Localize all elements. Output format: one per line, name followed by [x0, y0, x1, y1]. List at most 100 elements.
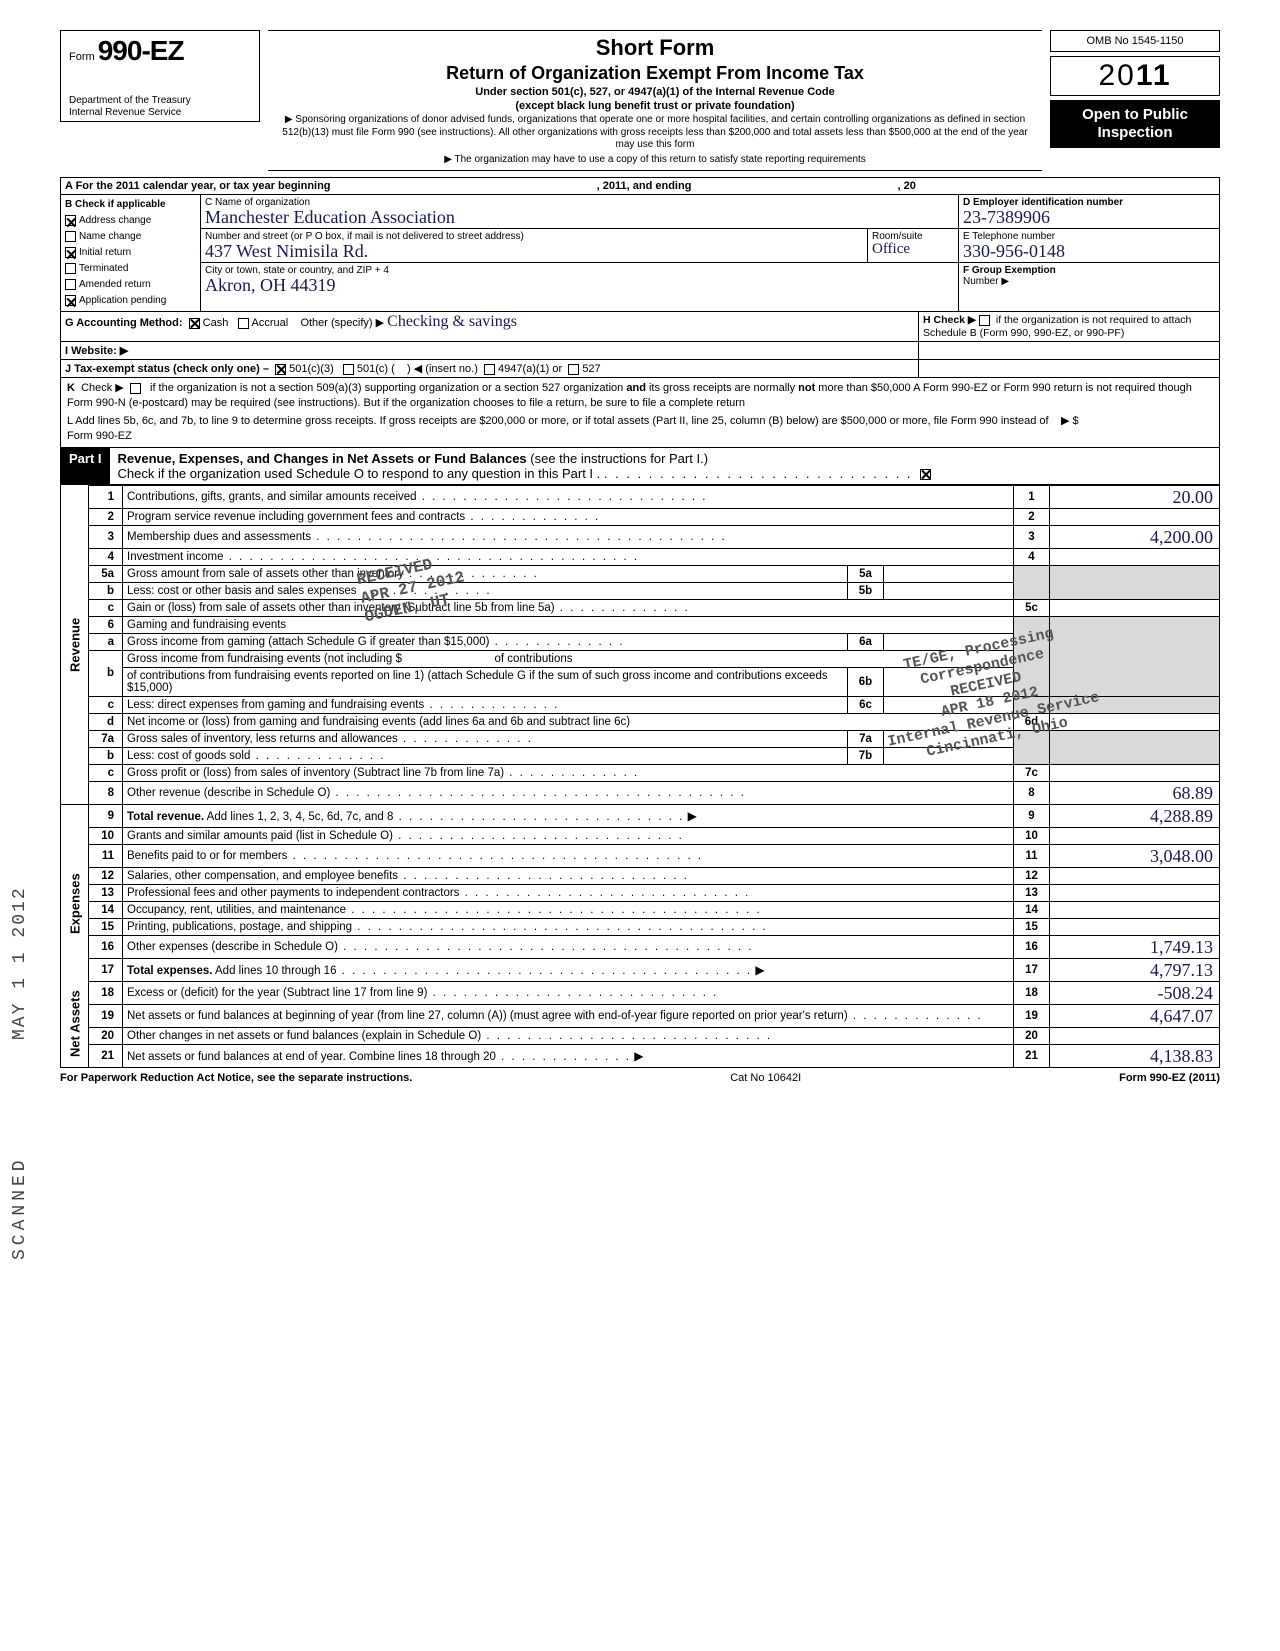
line-21-desc: Net assets or fund balances at end of ye… [127, 1051, 496, 1063]
footer-mid: Cat No 10642I [730, 1072, 801, 1084]
line-18-desc: Excess or (deficit) for the year (Subtra… [127, 987, 427, 999]
line-6b2-desc: of contributions from fundraising events… [127, 670, 828, 694]
stamp-scanned: SCANNED [10, 1156, 30, 1260]
side-expenses: Expenses [61, 827, 89, 981]
j-527-label: 527 [582, 363, 600, 375]
footer-right: Form 990-EZ (2011) [1119, 1072, 1220, 1084]
phone-value: 330-956-0148 [963, 242, 1215, 260]
check-4947[interactable] [484, 364, 495, 375]
part-1-label: Part I [61, 448, 110, 484]
j-4947-label: 4947(a)(1) or [498, 363, 562, 375]
line-5b-desc: Less: cost or other basis and sales expe… [127, 585, 357, 597]
open-line-1: Open to Public [1054, 106, 1216, 124]
footer-left: For Paperwork Reduction Act Notice, see … [60, 1072, 412, 1084]
l-arrow: ▶ $ [1053, 414, 1213, 444]
tax-year: 2011 [1050, 56, 1220, 96]
value-19: 4,647.07 [1150, 1006, 1213, 1026]
value-16: 1,749.13 [1150, 937, 1213, 957]
line-14-desc: Occupancy, rent, utilities, and maintena… [127, 904, 346, 916]
other-label: Other (specify) ▶ [300, 317, 384, 329]
check-k[interactable] [130, 383, 141, 394]
check-terminated-label: Terminated [79, 263, 128, 274]
org-name: Manchester Education Association [205, 208, 954, 226]
b-label: B Check if applicable [65, 199, 166, 210]
check-501c3[interactable] [275, 364, 286, 375]
lines-table: Revenue 1 Contributions, gifts, grants, … [60, 485, 1220, 1068]
line-7c-desc: Gross profit or (loss) from sales of inv… [127, 767, 504, 779]
side-net-assets: Net Assets [61, 981, 89, 1067]
check-accrual[interactable] [238, 318, 249, 329]
city-value: Akron, OH 44319 [205, 276, 954, 294]
j-501c3-label: 501(c)(3) [289, 363, 334, 375]
value-11: 3,048.00 [1150, 846, 1213, 866]
instruction-2: ▶ The organization may have to use a cop… [274, 154, 1036, 167]
f-sub: Number ▶ [963, 276, 1215, 287]
line-8-desc: Other revenue (describe in Schedule O) [127, 787, 330, 799]
header-center: Short Form Return of Organization Exempt… [268, 30, 1042, 171]
value-21: 4,138.83 [1150, 1046, 1213, 1066]
j-label: J Tax-exempt status (check only one) – [65, 363, 269, 375]
a-label: A For the 2011 calendar year, or tax yea… [65, 180, 331, 192]
check-527[interactable] [568, 364, 579, 375]
line-1-desc: Contributions, gifts, grants, and simila… [127, 491, 417, 503]
check-initial[interactable] [65, 247, 76, 258]
line-7a-desc: Gross sales of inventory, less returns a… [127, 733, 398, 745]
a-end: , 20 [898, 180, 916, 192]
k-text: if the organization is not a section 509… [67, 382, 1192, 409]
check-amended-label: Amended return [79, 279, 151, 290]
check-pending[interactable] [65, 295, 76, 306]
b-check-column: B Check if applicable Address change Nam… [61, 195, 201, 311]
i-label: I Website: ▶ [65, 345, 128, 357]
check-address[interactable] [65, 215, 76, 226]
check-name-label: Name change [79, 231, 141, 242]
check-h[interactable] [979, 315, 990, 326]
other-value: Checking & savings [387, 313, 517, 330]
title-short-form: Short Form [274, 35, 1036, 61]
year-suffix: 11 [1136, 59, 1172, 92]
k-l-block: K Check ▶ if the organization is not a s… [60, 378, 1220, 447]
check-501c[interactable] [343, 364, 354, 375]
title-return: Return of Organization Exempt From Incom… [274, 63, 1036, 84]
value-18: -508.24 [1158, 983, 1214, 1003]
j-insert: ) ◀ (insert no.) [407, 363, 478, 375]
check-pending-label: Application pending [79, 295, 166, 306]
line-9-desc: Total revenue. [127, 811, 204, 823]
side-revenue: Revenue [61, 485, 89, 804]
check-terminated[interactable] [65, 263, 76, 274]
value-17: 4,797.13 [1150, 960, 1213, 980]
check-initial-label: Initial return [79, 247, 131, 258]
check-amended[interactable] [65, 279, 76, 290]
line-2-desc: Program service revenue including govern… [127, 511, 465, 523]
value-9: 4,288.89 [1150, 806, 1213, 826]
check-schedule-o[interactable] [920, 469, 931, 480]
header-right: OMB No 1545-1150 2011 Open to Public Ins… [1050, 30, 1220, 148]
ein-value: 23-7389906 [963, 208, 1215, 226]
room-value: Office [872, 242, 954, 257]
line-5a-desc: Gross amount from sale of assets other t… [127, 568, 404, 580]
line-5c-desc: Gain or (loss) from sale of assets other… [127, 602, 555, 614]
open-line-2: Inspection [1054, 124, 1216, 142]
h-label: H Check ▶ [923, 314, 976, 326]
page-footer: For Paperwork Reduction Act Notice, see … [60, 1072, 1220, 1084]
g-label: G Accounting Method: [65, 317, 183, 329]
part-1-check-line: Check if the organization used Schedule … [118, 466, 601, 481]
check-name[interactable] [65, 231, 76, 242]
subtitle-1: Under section 501(c), 527, or 4947(a)(1)… [274, 86, 1036, 98]
year-prefix: 20 [1098, 59, 1135, 92]
value-1: 20.00 [1173, 487, 1214, 507]
check-address-label: Address change [79, 215, 151, 226]
line-15-desc: Printing, publications, postage, and shi… [127, 921, 352, 933]
cash-label: Cash [203, 317, 229, 329]
section-a-block: A For the 2011 calendar year, or tax yea… [60, 177, 1220, 378]
check-cash[interactable] [189, 318, 200, 329]
part-1-header: Part I Revenue, Expenses, and Changes in… [60, 448, 1220, 485]
form-header: Form 990-EZ Department of the Treasury I… [60, 30, 1220, 171]
value-3: 4,200.00 [1150, 527, 1213, 547]
accrual-label: Accrual [252, 317, 289, 329]
f-label: F Group Exemption [963, 265, 1056, 276]
j-501c-label: 501(c) ( [357, 363, 395, 375]
line-13-desc: Professional fees and other payments to … [127, 887, 459, 899]
line-10-desc: Grants and similar amounts paid (list in… [127, 830, 393, 842]
dept-line-1: Department of the Treasury [69, 95, 251, 107]
line-6a-desc: Gross income from gaming (attach Schedul… [127, 636, 489, 648]
